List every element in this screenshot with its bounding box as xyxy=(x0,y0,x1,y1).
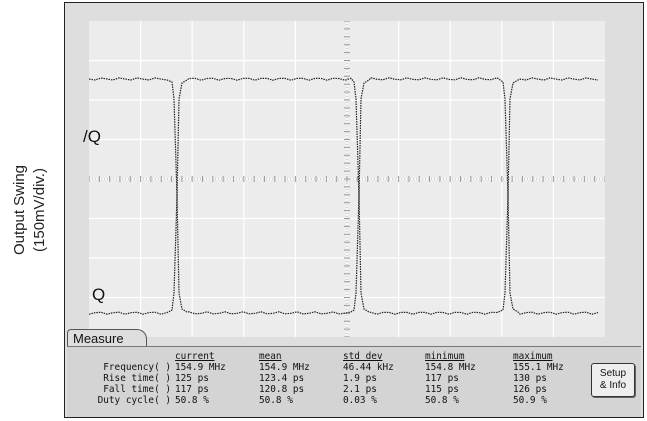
graticule-center-axes xyxy=(89,21,605,337)
cell-mean: 120.8 ps xyxy=(259,384,305,395)
header-spacer xyxy=(71,351,175,362)
cell-mean: 50.8 % xyxy=(259,395,293,406)
cell-mean: 123.4 ps xyxy=(259,373,305,384)
table-row: Duty cycle( ) 50.8 % 50.8 % 0.03 % 50.8 … xyxy=(71,395,593,406)
column-header: maximum xyxy=(513,351,553,362)
cell-minimum: 50.8 % xyxy=(425,395,459,406)
cell-current: 154.9 MHz xyxy=(175,362,226,373)
cell-maximum: 130 ps xyxy=(513,373,547,384)
row-label[interactable]: Rise time( ) xyxy=(103,373,171,384)
table-row: Frequency( ) 154.9 MHz 154.9 MHz 46.44 k… xyxy=(71,362,593,373)
y-axis-label: Output Swing (150mV/div.) xyxy=(0,0,60,421)
column-header: mean xyxy=(259,351,282,362)
waveform-plot xyxy=(89,21,605,337)
column-header: std dev xyxy=(343,351,383,362)
cell-maximum: 126 ps xyxy=(513,384,547,395)
row-label[interactable]: Duty cycle( ) xyxy=(97,395,171,406)
measure-tab[interactable]: Measure xyxy=(67,329,147,347)
setup-info-button[interactable]: Setup & Info xyxy=(591,363,635,397)
y-axis-label-line1: Output Swing xyxy=(11,164,28,256)
waveform-screen xyxy=(89,21,605,337)
cell-minimum: 115 ps xyxy=(425,384,459,395)
cell-current: 125 ps xyxy=(175,373,209,384)
cell-maximum: 155.1 MHz xyxy=(513,362,564,373)
cell-std-dev: 2.1 ps xyxy=(343,384,377,395)
row-label[interactable]: Fall time( ) xyxy=(103,384,171,395)
trace-label-q: Q xyxy=(92,285,106,304)
table-row: Fall time( ) 117 ps 120.8 ps 2.1 ps 115 … xyxy=(71,384,593,395)
measurement-header-row: current mean std dev minimum maximum xyxy=(71,351,593,362)
row-label[interactable]: Frequency( ) xyxy=(103,362,171,373)
measure-panel: current mean std dev minimum maximum Fre… xyxy=(67,346,641,417)
setup-button-line1: Setup xyxy=(599,368,627,379)
trace-q-bar xyxy=(89,77,599,315)
trace-q xyxy=(89,77,599,315)
y-axis-label-line2: (150mV/div.) xyxy=(31,168,48,252)
column-header: minimum xyxy=(425,351,465,362)
table-row: Rise time( ) 125 ps 123.4 ps 1.9 ps 117 … xyxy=(71,373,593,384)
cell-std-dev: 0.03 % xyxy=(343,395,377,406)
cell-maximum: 50.9 % xyxy=(513,395,547,406)
column-header: current xyxy=(175,351,215,362)
trace-label-q-bar: /Q xyxy=(83,127,101,146)
cell-mean: 154.9 MHz xyxy=(259,362,310,373)
cell-minimum: 154.8 MHz xyxy=(425,362,476,373)
measurement-table: current mean std dev minimum maximum Fre… xyxy=(71,351,593,406)
cell-current: 117 ps xyxy=(175,384,209,395)
cell-std-dev: 1.9 ps xyxy=(343,373,377,384)
cell-current: 50.8 % xyxy=(175,395,209,406)
cell-std-dev: 46.44 kHz xyxy=(343,362,394,373)
cell-minimum: 117 ps xyxy=(425,373,459,384)
oscilloscope-display: /Q Q Measure current mean std dev minimu… xyxy=(64,2,644,418)
setup-button-line2: & Info xyxy=(599,380,627,391)
